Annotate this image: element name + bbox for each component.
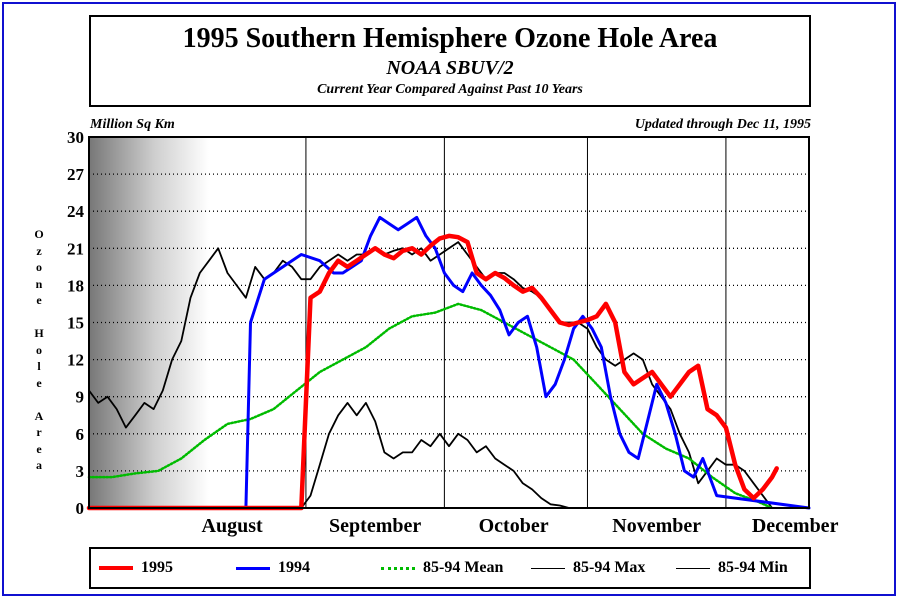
series-line-85-94-mean — [87, 302, 774, 510]
y-tick-label: 0 — [76, 499, 85, 518]
series-line-1994 — [87, 215, 811, 510]
chart-title: 1995 Southern Hemisphere Ozone Hole Area — [182, 23, 718, 54]
y-tick-label: 6 — [76, 425, 85, 444]
legend-item: 85-94 Max — [531, 549, 645, 587]
x-month-label: December — [752, 515, 839, 537]
updated-label: Updated through Dec 11, 1995 — [634, 117, 811, 132]
chart-subtitle: NOAA SBUV/2 — [386, 57, 514, 79]
series-line-85-94-max — [88, 241, 773, 509]
legend: 1995 1994 85-94 Mean 85-94 Max 85-94 Min — [89, 547, 811, 589]
legend-item: 1994 — [236, 549, 310, 587]
legend-label: 1994 — [278, 559, 310, 576]
legend-item: 85-94 Min — [676, 549, 788, 587]
y-tick-label: 30 — [67, 128, 84, 147]
legend-swatch — [99, 566, 133, 570]
title-box: 1995 Southern Hemisphere Ozone Hole Area… — [89, 15, 811, 107]
y-tick-label: 15 — [67, 314, 84, 333]
legend-label: 1995 — [141, 559, 173, 576]
y-tick-label: 27 — [67, 165, 85, 184]
plot-border — [88, 136, 810, 509]
legend-swatch — [531, 567, 565, 569]
y-tick-label: 21 — [67, 239, 84, 258]
legend-swatch — [676, 567, 710, 569]
series-line-85-94-min — [88, 401, 810, 509]
x-month-label: August — [202, 515, 263, 537]
legend-label: 85-94 Max — [573, 559, 646, 576]
y-tick-label: 24 — [67, 202, 85, 221]
legend-label: 85-94 Min — [718, 559, 788, 576]
y-tick-label: 18 — [67, 276, 84, 295]
x-month-label: October — [479, 515, 549, 537]
x-month-label: September — [329, 515, 421, 537]
chart-subtitle-2: Current Year Compared Against Past 10 Ye… — [317, 82, 583, 97]
y-tick-label: 9 — [76, 388, 85, 407]
y-axis-label: O z o n e H o l e A r e a — [34, 227, 44, 472]
legend-swatch — [381, 566, 415, 570]
legend-label: 85-94 Mean — [423, 559, 504, 576]
legend-item: 85-94 Mean — [381, 549, 503, 587]
x-month-label: November — [612, 515, 701, 537]
legend-swatch — [236, 566, 270, 570]
unit-label: Million Sq Km — [90, 117, 175, 132]
legend-item: 1995 — [99, 549, 173, 587]
series-line-1995 — [86, 233, 779, 511]
y-tick-label: 3 — [76, 462, 85, 481]
y-tick-label: 12 — [67, 351, 84, 370]
